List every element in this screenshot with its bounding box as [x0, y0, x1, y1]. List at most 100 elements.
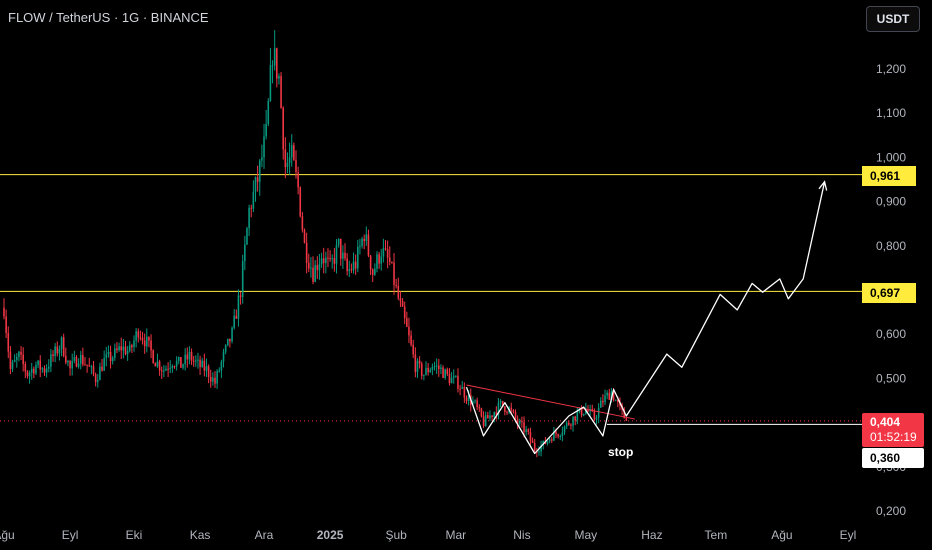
candle-body — [406, 318, 408, 327]
candle-body — [342, 252, 344, 259]
candle-body — [489, 415, 491, 419]
candle-body — [420, 363, 423, 376]
candle-body — [501, 400, 504, 407]
candle-body — [393, 262, 395, 285]
candle-body — [79, 355, 82, 364]
candle-body — [386, 249, 389, 258]
candle-body — [356, 246, 359, 269]
candle-body — [495, 412, 498, 415]
candle-body — [580, 407, 583, 416]
current-price-value: 0,404 — [870, 415, 901, 429]
candle-body — [587, 409, 589, 412]
candle-body — [131, 345, 133, 348]
candle-body — [269, 65, 272, 101]
candle-body — [450, 377, 453, 384]
candle-body — [263, 136, 265, 158]
candle-body — [482, 416, 485, 426]
candle-body — [214, 377, 216, 384]
candle-body — [518, 421, 521, 424]
candle-body — [442, 367, 444, 378]
y-tick-label: 0,900 — [876, 195, 906, 209]
candle-body — [457, 375, 459, 389]
candle-body — [37, 360, 39, 366]
candle-body — [122, 346, 125, 351]
candle-body — [352, 261, 355, 271]
candle-body — [28, 372, 31, 377]
candle-body — [348, 269, 351, 272]
candle-body — [365, 234, 368, 241]
candle-body — [480, 408, 483, 417]
candle-body — [423, 374, 425, 376]
candle-body — [331, 258, 334, 260]
candle-body — [171, 366, 174, 368]
candle-body — [555, 431, 557, 435]
candle-body — [67, 361, 69, 363]
candle-body — [533, 442, 536, 451]
candle-body — [118, 346, 120, 351]
candle-body — [141, 337, 144, 341]
candle-body — [86, 364, 88, 366]
currency-button[interactable]: USDT — [866, 6, 920, 32]
candle-body — [120, 346, 123, 351]
candle-body — [192, 360, 195, 362]
candle-body — [105, 354, 108, 359]
y-tick-label: 0,200 — [876, 504, 906, 518]
candle-body — [339, 238, 342, 259]
candle-body — [467, 395, 470, 402]
candle-body — [403, 306, 406, 319]
candle-body — [133, 340, 135, 348]
candle-body — [416, 360, 419, 372]
x-tick-label: Kas — [190, 528, 211, 542]
candle-body — [135, 331, 137, 341]
level-tag-lower: 0,697 — [862, 283, 916, 303]
candle-body — [538, 451, 540, 453]
candle-body — [156, 361, 159, 367]
candle-body — [369, 255, 372, 270]
candle-body — [395, 284, 397, 286]
candle-body — [241, 261, 244, 297]
candle-body — [327, 257, 329, 259]
candle-body — [593, 411, 596, 420]
candle-body — [9, 351, 12, 369]
candle-body — [239, 295, 242, 297]
candle-body — [380, 256, 383, 264]
candle-body — [337, 238, 340, 245]
candle-body — [487, 415, 489, 419]
y-tick-label: 0,800 — [876, 239, 906, 253]
candle-body — [54, 346, 56, 357]
candle-body — [350, 269, 353, 271]
candle-body — [563, 426, 566, 433]
candle-body — [427, 367, 429, 373]
candle-body — [497, 402, 500, 415]
candle-body — [92, 366, 95, 375]
x-tick-label: Tem — [705, 528, 728, 542]
candle-body — [77, 363, 80, 367]
candle-body — [367, 234, 370, 256]
candle-body — [111, 357, 114, 362]
trendline — [466, 384, 635, 420]
candle-body — [43, 368, 46, 373]
candle-body — [553, 431, 555, 441]
candle-body — [576, 411, 579, 421]
candle-body — [540, 445, 542, 452]
candle-body — [173, 366, 176, 368]
candle-body — [177, 357, 180, 361]
candle-body — [567, 422, 570, 425]
candle-body — [99, 366, 101, 381]
candle-body — [203, 360, 206, 371]
candle-body — [425, 367, 427, 375]
candle-body — [62, 337, 65, 356]
candle-body — [280, 75, 282, 108]
x-tick-label: Eki — [126, 528, 143, 542]
candle-body — [363, 238, 365, 241]
candle-body — [472, 401, 474, 405]
bar-countdown: 01:52:19 — [870, 430, 917, 444]
candle-body — [288, 157, 291, 164]
candle-body — [452, 376, 455, 378]
candle-body — [128, 345, 131, 351]
candle-body — [237, 295, 240, 319]
candle-body — [58, 348, 61, 354]
candle-body — [374, 268, 376, 275]
candle-body — [7, 333, 10, 352]
